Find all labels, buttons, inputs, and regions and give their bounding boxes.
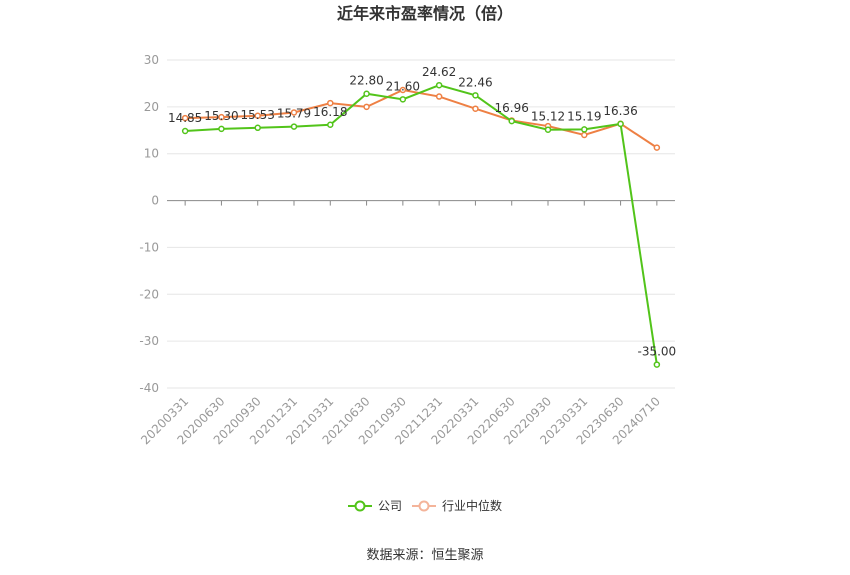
y-axis: 30 20 10 0 -10 -20 -30 -40 <box>139 53 159 395</box>
y-tick-label: -20 <box>139 287 159 301</box>
data-point <box>218 113 225 121</box>
series-layer <box>181 81 661 368</box>
legend-label: 公司 <box>378 499 402 513</box>
data-label: 16.36 <box>603 104 637 118</box>
legend[interactable]: 公司 行业中位数 <box>348 498 502 513</box>
data-point <box>254 124 261 132</box>
data-point <box>508 117 515 125</box>
y-tick-label: 10 <box>144 147 159 161</box>
y-tick-label: -40 <box>139 381 159 395</box>
data-label: 15.30 <box>204 109 238 123</box>
legend-label: 行业中位数 <box>442 498 502 513</box>
y-tick-label: 0 <box>151 194 159 208</box>
data-point <box>653 361 661 368</box>
legend-item-company[interactable]: 公司 <box>348 499 402 513</box>
data-point <box>181 114 189 122</box>
data-label: 16.18 <box>313 105 347 119</box>
data-point <box>544 126 552 133</box>
chart-title: 近年来市盈率情况（倍） <box>337 4 513 23</box>
data-point <box>472 105 479 112</box>
source-note: 数据来源：恒生聚源 <box>366 548 483 563</box>
data-label: 22.80 <box>349 74 383 88</box>
legend-marker <box>354 500 366 512</box>
y-tick-label: -30 <box>139 334 159 348</box>
data-label: 21.60 <box>386 79 420 93</box>
data-label: 16.96 <box>495 101 529 115</box>
series-line-company <box>185 84 658 365</box>
data-point <box>581 126 588 133</box>
y-tick-label: -10 <box>139 240 159 254</box>
data-point <box>363 103 370 111</box>
legend-marker <box>418 500 430 512</box>
x-axis: 2020033120200630202009302020123120210331… <box>138 200 675 447</box>
data-label: 15.19 <box>567 109 601 123</box>
data-point <box>290 123 298 130</box>
data-label: 15.12 <box>531 110 565 124</box>
data-point <box>653 144 661 151</box>
data-label: 14.85 <box>168 111 202 125</box>
data-label: 24.62 <box>422 65 456 79</box>
y-tick-label: 20 <box>144 100 159 114</box>
legend-item-industry-median[interactable]: 行业中位数 <box>412 498 502 513</box>
data-point <box>399 86 407 94</box>
y-tick-label: 30 <box>144 53 159 67</box>
data-point <box>327 121 334 129</box>
data-label: 15.53 <box>241 108 275 122</box>
data-point <box>435 93 443 100</box>
data-label: 22.46 <box>458 75 492 89</box>
data-point <box>218 125 225 133</box>
data-point <box>327 99 334 107</box>
data-point <box>581 131 588 139</box>
data-point <box>290 109 298 116</box>
data-point <box>399 96 407 103</box>
data-point <box>617 120 624 128</box>
data-labels: 14.85 15.30 15.53 15.79 16.18 22.80 21.6024.62… <box>168 65 676 358</box>
data-point <box>254 112 261 120</box>
data-point <box>435 81 443 89</box>
data-label: -35.00 <box>638 345 677 359</box>
data-label: 15.79 <box>277 107 311 121</box>
grid <box>167 59 675 389</box>
data-point <box>181 127 189 135</box>
data-point <box>472 92 479 99</box>
data-point <box>363 90 370 97</box>
